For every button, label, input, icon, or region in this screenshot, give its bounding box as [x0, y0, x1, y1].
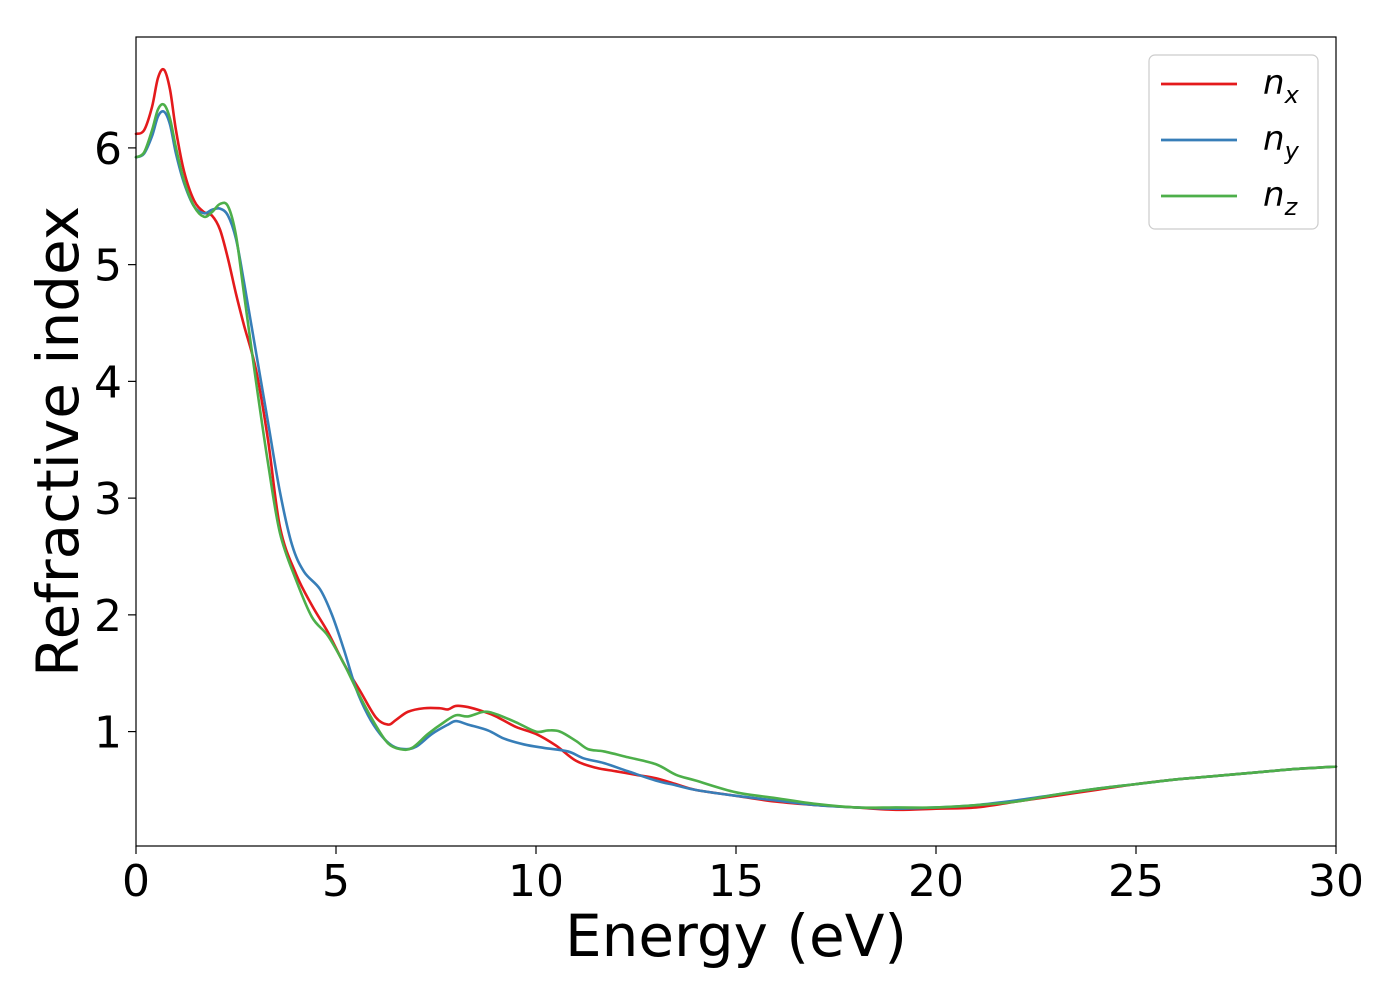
x-axis: 0 5 10 15 20 25 30 [122, 846, 1364, 907]
y-tick-label: 2 [94, 591, 122, 642]
y-tick-label: 6 [94, 124, 122, 175]
legend-box [1148, 54, 1319, 230]
x-tick-label: 25 [1108, 856, 1164, 907]
legend: nx ny nz [1148, 54, 1319, 230]
x-tick-label: 20 [908, 856, 964, 907]
y-axis: 1 2 3 4 5 6 [94, 124, 136, 759]
plot-area [134, 67, 1338, 812]
y-tick-label: 1 [94, 708, 122, 759]
legend-entry-nz: nz [1263, 175, 1299, 221]
legend-entry-nx: nx [1263, 63, 1300, 109]
y-tick-label: 4 [94, 357, 122, 408]
x-tick-label: 0 [122, 856, 150, 907]
x-tick-label: 10 [508, 856, 564, 907]
x-tick-label: 15 [708, 856, 764, 907]
y-tick-label: 5 [94, 241, 122, 292]
legend-entry-ny: ny [1263, 119, 1300, 165]
x-tick-label: 30 [1308, 856, 1364, 907]
y-tick-label: 3 [94, 474, 122, 525]
x-axis-label: Energy (eV) [565, 902, 907, 970]
series-line-nz [134, 102, 1338, 810]
y-axis-label: Refractive index [24, 206, 92, 677]
x-tick-label: 5 [322, 856, 350, 907]
